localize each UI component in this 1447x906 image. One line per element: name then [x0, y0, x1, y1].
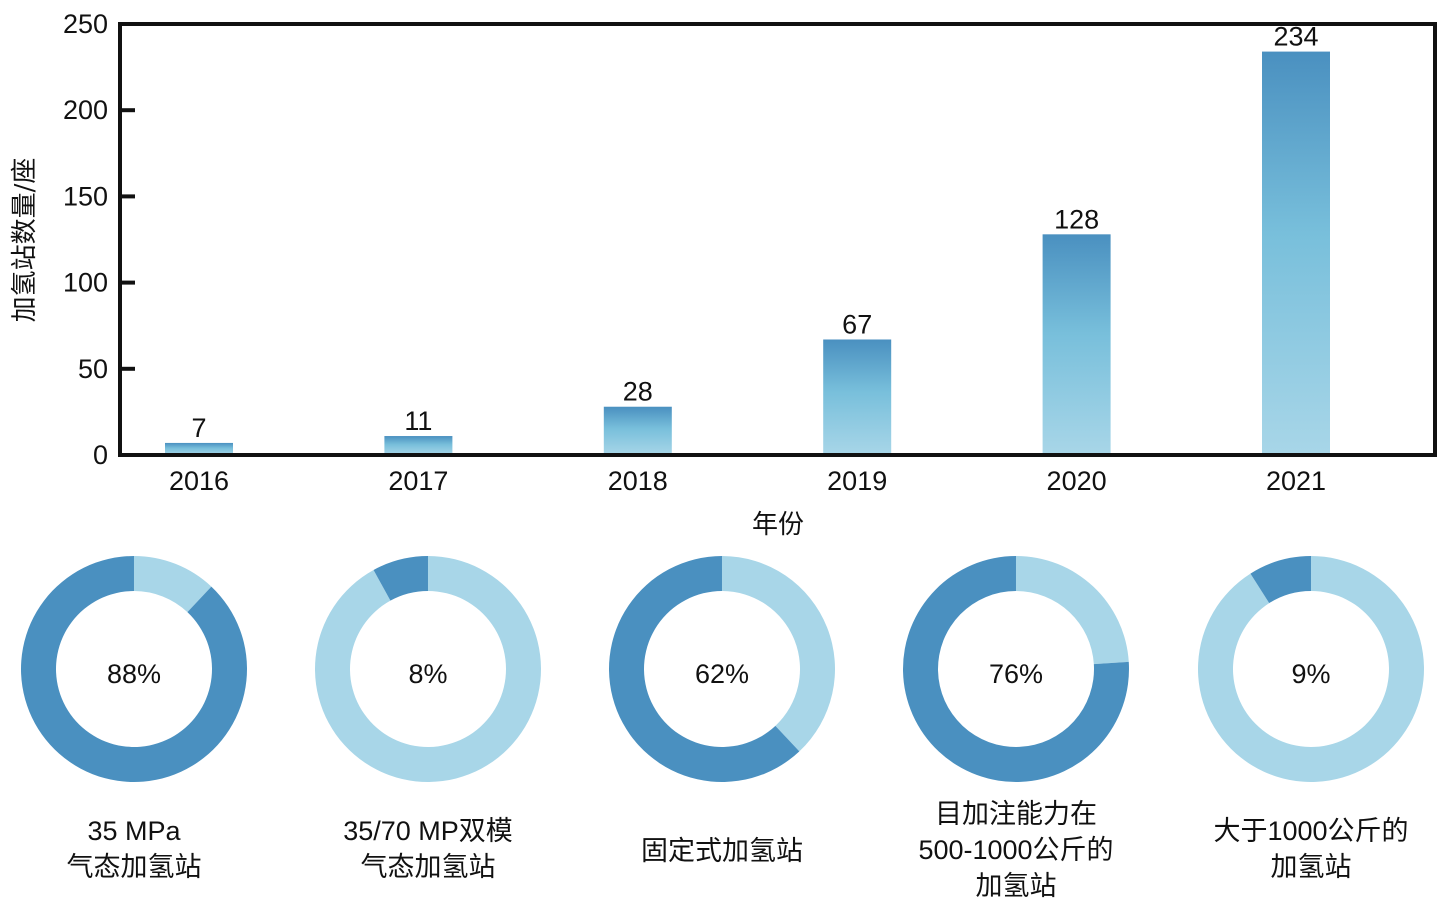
caption-line: 气态加氢站 — [360, 852, 496, 882]
plot-border — [118, 22, 1437, 457]
data-label-2017: 11 — [404, 406, 432, 436]
x-axis-title: 年份 — [752, 510, 804, 540]
x-tick-label: 2016 — [169, 466, 229, 496]
bar-chart: 7 11 28 67 128 234 — [165, 22, 1330, 456]
data-label-2019: 67 — [842, 309, 872, 339]
donut-highlight-slice — [373, 556, 428, 601]
y-tick-label: 200 — [63, 95, 108, 125]
bar-2016 — [165, 442, 233, 455]
y-tick-label: 150 — [63, 181, 108, 211]
donut-chart-1: 88% — [21, 556, 248, 782]
donut-chart-3: 62% — [609, 556, 836, 782]
x-tick-label: 2018 — [608, 466, 668, 496]
donut-remainder-slice — [722, 556, 836, 752]
y-axis: 0 50 100 150 200 250 — [63, 9, 135, 470]
bar-2021 — [1262, 51, 1330, 456]
data-label-2021: 234 — [1273, 22, 1318, 52]
donut-caption-3: 固定式加氢站 — [572, 833, 872, 869]
data-label-2018: 28 — [623, 377, 653, 407]
data-label-2020: 128 — [1054, 204, 1099, 234]
caption-line: 35 MPa — [87, 816, 181, 846]
donut-caption-2: 35/70 MP双模 气态加氢站 — [278, 813, 578, 885]
x-tick-label: 2021 — [1266, 466, 1326, 496]
donut-remainder-slice — [134, 556, 212, 613]
x-tick-label: 2020 — [1047, 466, 1107, 496]
donut-charts: 88% 8% 62% 76% 9% — [21, 556, 1425, 783]
donut-percent-label: 76% — [989, 659, 1043, 689]
donut-caption-1: 35 MPa 气态加氢站 — [0, 813, 284, 885]
caption-line: 目加注能力在 — [935, 799, 1097, 829]
donut-percent-label: 62% — [695, 659, 749, 689]
caption-line: 加氢站 — [1270, 852, 1352, 882]
caption-line: 大于1000公斤的 — [1213, 816, 1409, 846]
donut-caption-5: 大于1000公斤的 加氢站 — [1161, 813, 1447, 885]
y-tick-label: 0 — [93, 440, 108, 470]
x-tick-label: 2017 — [388, 466, 448, 496]
x-tick-label: 2019 — [827, 466, 887, 496]
caption-line: 固定式加氢站 — [641, 836, 803, 866]
donut-highlight-slice — [903, 556, 1129, 783]
bar-2020 — [1042, 234, 1111, 455]
caption-line: 35/70 MP双模 — [343, 816, 513, 846]
donut-highlight-slice — [1250, 556, 1311, 604]
donut-highlight-slice — [609, 556, 800, 782]
donut-caption-4: 目加注能力在 500-1000公斤的 加氢站 — [866, 796, 1166, 904]
y-tick-label: 50 — [78, 354, 108, 384]
donut-percent-label: 9% — [1291, 659, 1330, 689]
x-axis: 2016 2017 2018 2019 2020 2021 — [169, 466, 1326, 496]
caption-line: 500-1000公斤的 — [918, 835, 1114, 865]
plot-frame — [118, 22, 1437, 457]
caption-line: 加氢站 — [975, 871, 1057, 901]
y-tick-label: 100 — [63, 268, 108, 298]
bar-2018 — [603, 406, 672, 455]
donut-percent-label: 8% — [408, 659, 447, 689]
bar-2017 — [384, 436, 453, 455]
donut-remainder-slice — [1198, 556, 1425, 782]
caption-line: 气态加氢站 — [66, 852, 202, 882]
donut-percent-label: 88% — [107, 659, 161, 689]
donut-chart-2: 8% — [315, 556, 541, 783]
y-tick-label: 250 — [63, 9, 108, 39]
data-label-2016: 7 — [191, 413, 206, 443]
donut-highlight-slice — [21, 556, 248, 782]
donut-chart-4: 76% — [903, 556, 1129, 783]
donut-remainder-slice — [1016, 556, 1129, 665]
y-axis-title: 加氢站数量/座 — [10, 158, 40, 323]
donut-remainder-slice — [315, 556, 541, 783]
bar-2019 — [823, 339, 892, 455]
donut-chart-5: 9% — [1198, 556, 1425, 782]
